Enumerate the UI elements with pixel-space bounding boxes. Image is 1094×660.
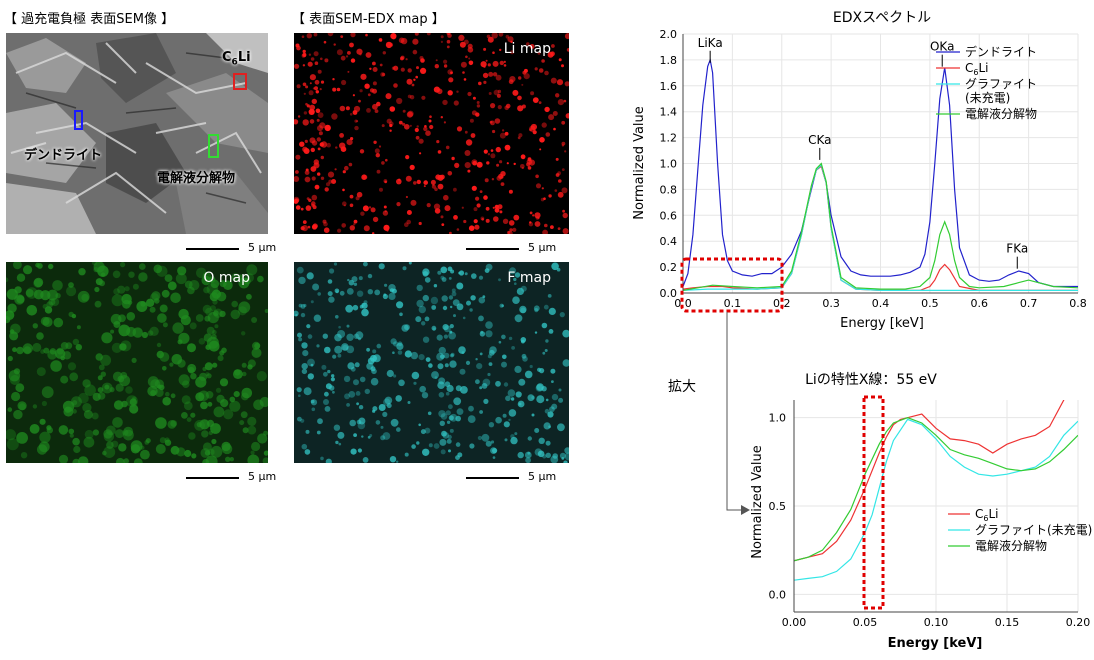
peak-annotation-label: CKa: [808, 133, 831, 147]
x-tick-label: 0.05: [853, 616, 878, 629]
li-map-label: Li map: [503, 41, 551, 57]
li-zoom-ylabel: Normalized Value: [750, 445, 765, 559]
legend-label: (未充電): [965, 90, 1010, 105]
o-map-texture: [6, 262, 268, 463]
f-map-label: F map: [507, 270, 551, 286]
edx-spectrum-svg: EDXスペクトル LiKa CKa OKa FKa 0.0 0.1 0.2 0.3 0.4 0.…: [632, 10, 1087, 331]
legend-label: C6Li: [975, 507, 999, 523]
c6li-marker: [233, 73, 247, 90]
legend-label: 電解液分解物: [975, 538, 1047, 553]
c6li-label: C6Li: [222, 50, 251, 68]
dendrite-label: デンドライト: [24, 148, 103, 163]
li-55ev-highlight: [862, 395, 885, 610]
x-tick-label: 0.3: [822, 297, 840, 310]
dendrite-marker: [74, 110, 83, 130]
x-tick-label: 0.00: [782, 616, 807, 629]
y-tick-label: 1.0: [769, 412, 787, 425]
f-map: F map: [294, 262, 569, 463]
y-tick-label: 1.2: [660, 132, 678, 145]
y-tick-label: 0.5: [769, 500, 787, 513]
spectrum-series-line-0: [682, 57, 1078, 288]
peak-annotation-label: OKa: [930, 40, 954, 54]
o-scale-label: 5 µm: [248, 470, 277, 483]
legend-label: 電解液分解物: [965, 106, 1037, 121]
y-tick-label: 0.6: [660, 209, 678, 222]
x-tick-label: 0.7: [1020, 297, 1038, 310]
sem-image: C6Li デンドライト 電解液分解物: [6, 33, 268, 234]
li-map: Li map: [294, 33, 569, 234]
legend-label: グラファイト(未充電): [975, 522, 1092, 537]
y-tick-label: 1.0: [660, 158, 678, 171]
edx-spectrum-ylabel: Normalized Value: [632, 106, 647, 220]
x-tick-label: 0.10: [924, 616, 949, 629]
li-scale-label: 5 µm: [528, 241, 557, 254]
y-tick-label: 0.0: [769, 588, 787, 601]
li-zoom-chart: Liの特性X線：55 eV 0.00 0.05 0.10 0.15 0.20 0.0 0.5…: [740, 362, 1094, 656]
li-zoom-title: Liの特性X線：55 eV: [805, 372, 937, 388]
electrolyte-label: 電解液分解物: [157, 171, 236, 186]
zoom-series-line-2: [794, 417, 1078, 562]
y-tick-label: 1.4: [660, 106, 678, 119]
x-tick-label: 0.4: [872, 297, 890, 310]
x-tick-label: 0.2: [773, 297, 791, 310]
o-map-label: O map: [203, 270, 250, 286]
edx-spectrum-chart: EDXスペクトル LiKa CKa OKa FKa 0.0 0.1 0.2 0.3 0.4 0.…: [620, 0, 1094, 331]
x-tick-label: 0.8: [1069, 297, 1087, 310]
y-tick-label: 0.4: [660, 235, 678, 248]
y-tick-label: 2.0: [660, 28, 678, 41]
peak-annotation-label: LiKa: [698, 36, 723, 50]
y-tick-label: 1.8: [660, 54, 678, 67]
y-tick-label: 1.6: [660, 80, 678, 93]
li-zoom-xlabel: Energy [keV]: [888, 636, 983, 651]
x-tick-label: 0.15: [995, 616, 1020, 629]
y-tick-label: 0.8: [660, 183, 678, 196]
y-tick-label: 0.2: [660, 261, 678, 274]
y-tick-label: 0.0: [660, 287, 678, 300]
li-map-texture: [294, 33, 569, 234]
x-tick-label: 0.1: [724, 297, 742, 310]
o-map: O map: [6, 262, 268, 463]
f-scale-label: 5 µm: [528, 470, 557, 483]
legend-label: グラファイト: [965, 77, 1037, 91]
edx-spectrum-title: EDXスペクトル: [833, 10, 931, 26]
magnify-label: 拡大: [668, 379, 696, 395]
x-tick-label: 0.20: [1066, 616, 1091, 629]
sem-scale-label: 5 µm: [248, 241, 277, 254]
edx-map-heading: 【 表面SEM-EDX map 】: [292, 12, 445, 27]
legend-label: デンドライト: [965, 44, 1037, 59]
zoom-series-line-0: [794, 400, 1065, 562]
li-zoom-svg: Liの特性X線：55 eV 0.00 0.05 0.10 0.15 0.20 0.0 0.5…: [750, 372, 1092, 651]
x-tick-label: 0.5: [921, 297, 939, 310]
legend-label: C6Li: [965, 61, 989, 77]
electrolyte-marker: [208, 134, 219, 158]
peak-annotation-label: FKa: [1006, 242, 1028, 256]
x-tick-label: 0.0: [674, 297, 692, 310]
li-region-highlight: [680, 257, 784, 313]
f-map-texture: [294, 262, 569, 463]
edx-spectrum-xlabel: Energy [keV]: [840, 316, 924, 330]
sem-heading: 【 過充電負極 表面SEM像 】: [4, 12, 175, 27]
sem-texture: [6, 33, 268, 234]
x-tick-label: 0.6: [971, 297, 989, 310]
